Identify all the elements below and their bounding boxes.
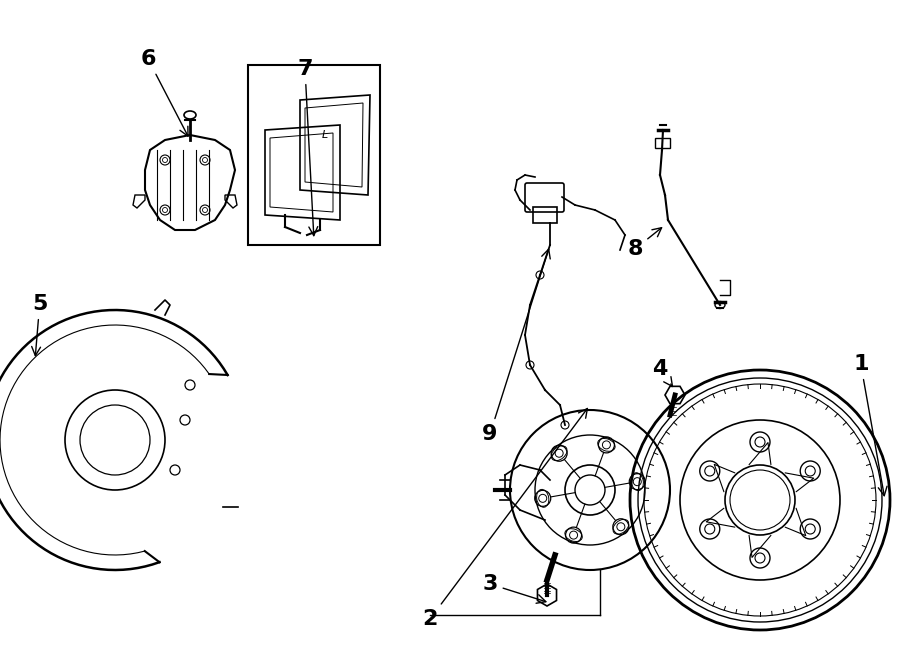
Text: L: L (322, 130, 328, 140)
Bar (248, 65, 380, 245)
Text: 7: 7 (297, 59, 318, 236)
Text: 8: 8 (627, 227, 662, 259)
Text: 1: 1 (853, 354, 887, 496)
Text: 6: 6 (140, 49, 188, 136)
Text: 5: 5 (32, 294, 48, 356)
Bar (655, 138, 670, 148)
Text: 2: 2 (422, 408, 588, 629)
Text: 3: 3 (482, 574, 546, 603)
Text: 9: 9 (482, 249, 550, 444)
Text: 4: 4 (652, 359, 672, 387)
Bar (533, 207, 557, 223)
